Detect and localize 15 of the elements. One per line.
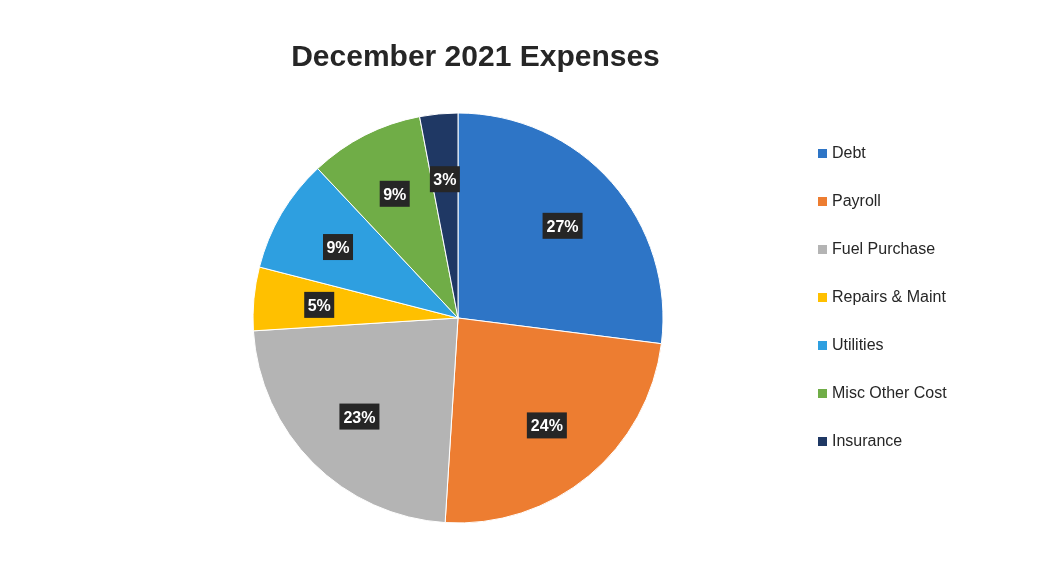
legend-label: Fuel Purchase: [832, 240, 936, 257]
legend-label: Insurance: [832, 432, 903, 449]
data-label: 5%: [307, 296, 331, 314]
legend-label: Payroll: [832, 192, 881, 209]
legend-label: Misc Other Cost: [832, 384, 948, 401]
data-label: 24%: [530, 417, 563, 435]
legend-label: Repairs & Maint: [832, 288, 947, 305]
data-label: 3%: [433, 171, 457, 189]
legend-label: Utilities: [832, 336, 884, 353]
legend-label: Debt: [832, 144, 867, 161]
data-label: 27%: [546, 217, 579, 235]
data-label: 9%: [326, 239, 350, 257]
data-label: 23%: [343, 408, 376, 426]
chart-title: December 2021 Expenses: [291, 39, 660, 72]
data-label: 9%: [383, 185, 407, 203]
